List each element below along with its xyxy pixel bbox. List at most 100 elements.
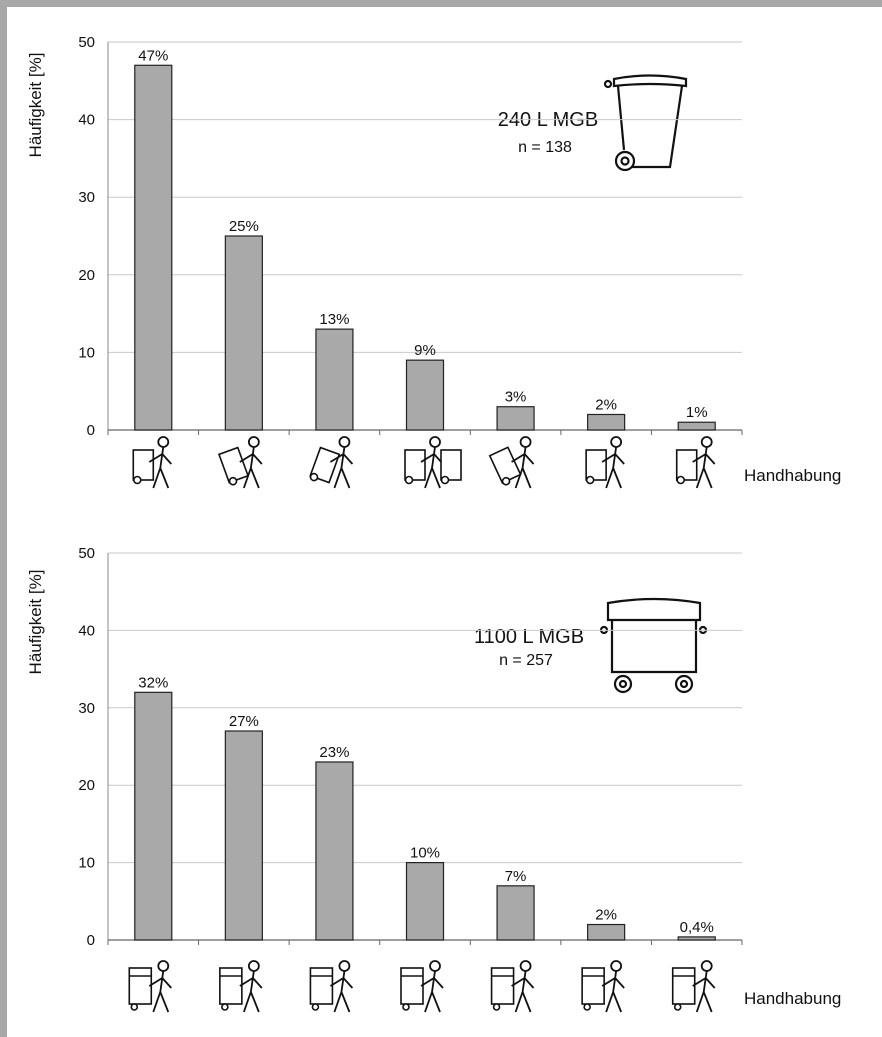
chart-1-data-label: 3%: [505, 389, 527, 406]
person-pulling-container-icon-person-body: [511, 970, 535, 1013]
person-pushing-container-icon-person-head: [247, 960, 260, 972]
chart-2-ytick-label: 50: [78, 545, 95, 562]
person-pulling-tilted-bin-icon-bin-wheel: [309, 472, 319, 482]
person-moving-two-bins-icon-bin2-wheel: [440, 475, 450, 485]
chart-2-ylabel: Häufigkeit [%]: [26, 570, 45, 675]
chart-1-subtitle: n = 138: [518, 139, 572, 156]
person-pulling-bin-icon-bin-wheel: [132, 475, 142, 485]
person-moving-two-bins-icon-bin-wheel: [404, 475, 414, 485]
person-pushing-tilted-bin-icon: [488, 436, 535, 489]
person-pushing-bin-icon-bin-body: [675, 449, 698, 481]
chart-2-data-label: 2%: [595, 907, 617, 924]
chart-1-plot: 0 10 20 30 40 50 47% 25% 13% 9% 3% 2% 1%: [78, 34, 743, 489]
chart-2-ytick-label: 0: [87, 932, 95, 949]
person-pushing-container-icon: [581, 960, 625, 1013]
person-pulling-tilted-bin-icon: [309, 436, 354, 489]
chart-1-bar: [587, 413, 626, 431]
chart-2-bar: [496, 885, 535, 941]
person-pushing-container-icon: [219, 960, 263, 1013]
person-moving-two-bins-icon-bin-body: [404, 449, 426, 481]
person-pulling-tilted-bin-icon-person-body: [329, 446, 354, 489]
person-pulling-tilted-bin-icon-bin-body: [309, 446, 341, 484]
chart-1-ytick-label: 10: [78, 344, 95, 361]
person-pulling-upright-bin-icon-bin-wheel: [585, 475, 595, 485]
chart-1-xlabel: Handhabung: [744, 466, 841, 485]
chart-1-bar: [134, 64, 173, 431]
person-moving-two-bins-icon-bin2-body: [440, 449, 462, 481]
person-pushing-container-icon-person-body: [601, 970, 625, 1013]
chart-1-bar: [224, 235, 263, 431]
chart-2-ytick-label: 30: [78, 700, 95, 717]
chart-1-bar: [315, 328, 354, 431]
chart-2-bar: [405, 861, 445, 941]
chart-2-data-label: 7%: [505, 868, 527, 885]
person-pushing-tilted-bin-icon-person-head: [519, 436, 532, 448]
person-pushing-container-icon-bin-wheel: [673, 1003, 682, 1011]
chart-1-data-label: 9%: [414, 342, 436, 359]
person-pulling-upright-bin-icon-person-head: [610, 436, 623, 448]
chart-2-ytick-label: 20: [78, 777, 95, 794]
chart-1-title-backdrop: [478, 100, 618, 160]
person-pushing-container-icon-bin-body: [671, 967, 696, 1005]
person-steering-container-icon-bin-body: [400, 967, 424, 1005]
person-pushing-bin-icon-bin-wheel: [676, 475, 686, 485]
person-pulling-container-icon-bin-body: [490, 967, 515, 1005]
chart-1-bar: [405, 359, 445, 431]
chart-2-data-label: 32%: [138, 674, 168, 691]
person-pushing-container-icon-bin-body: [219, 967, 243, 1005]
chart-1-data-label: 13%: [319, 311, 349, 328]
chart-2-subtitle: n = 257: [499, 652, 553, 669]
wheelie-bin-240-icon: [603, 72, 697, 172]
person-pulling-bin-icon: [132, 436, 172, 489]
person-steering-container-icon-person-body: [420, 970, 444, 1013]
person-moving-two-bins-icon-person-body: [420, 446, 444, 489]
person-pushing-container-icon-bin-wheel: [221, 1003, 229, 1011]
person-pushing-tilted-bin-icon-person-head: [247, 436, 260, 448]
person-moving-two-bins-icon-person-head: [429, 436, 441, 448]
chart-1-ytick-label: 50: [78, 34, 95, 51]
person-pulling-container-icon-bin-body: [128, 967, 153, 1005]
person-pushing-container-icon-person-body: [692, 970, 716, 1013]
person-pulling-container-icon-person-body: [148, 970, 172, 1013]
person-pulling-tilted-bin-icon-bin: [309, 446, 341, 484]
person-pulling-bin-icon-bin: [132, 449, 155, 485]
person-pushing-container-icon-person-head: [610, 960, 623, 972]
chart-2-ytick-label: 10: [78, 855, 95, 872]
person-pushing-bin-icon-person-body: [692, 446, 716, 489]
chart-2-title: 1100 L MGB: [474, 626, 584, 648]
person-pushing-tilted-bin-icon-bin: [488, 446, 522, 486]
chart-2-bar: [224, 730, 263, 941]
chart-1-ytick-label: 0: [87, 422, 95, 439]
chart-1-data-label: 25%: [229, 218, 259, 235]
chart-2-data-label: 0,4%: [680, 919, 714, 936]
person-pulling-container-icon-person-body: [329, 970, 354, 1013]
person-pushing-bin-icon: [675, 436, 716, 489]
person-pulling-upright-bin-icon-person-body: [601, 446, 625, 489]
person-pulling-bin-icon-bin-body: [132, 449, 155, 481]
person-steering-container-icon-person-head: [429, 960, 441, 972]
chart-2-bar: [315, 761, 354, 941]
person-pulling-bin-icon-person-body: [148, 446, 172, 489]
person-steering-container-icon-bin-wheel: [402, 1003, 410, 1011]
person-pulling-container-icon-person-head: [157, 960, 170, 972]
person-pulling-bin-icon-person-head: [157, 436, 170, 448]
person-pushing-tilted-bin-icon-person-body: [511, 446, 535, 489]
chart-1-ylabel: Häufigkeit [%]: [26, 53, 45, 158]
person-pulling-container-icon-bin-wheel: [130, 1003, 139, 1011]
person-pulling-container-icon-bin-wheel: [492, 1003, 501, 1011]
person-pushing-container-icon-person-head: [700, 960, 713, 972]
person-pulling-container-icon-person-head: [519, 960, 532, 972]
chart-2-bar: [587, 923, 626, 941]
chart-2-bar: [677, 936, 716, 941]
person-steering-container-icon: [400, 960, 444, 1013]
person-pulling-container-icon-bin-body: [309, 967, 334, 1005]
chart-2-plot: 0 10 20 30 40 50 32% 27% 23% 10% 7% 2% 0,4%: [78, 545, 743, 1013]
person-pulling-upright-bin-icon-bin: [585, 449, 607, 485]
person-pulling-container-icon: [490, 960, 535, 1013]
person-pushing-tilted-bin-icon-person-body: [239, 446, 263, 489]
person-pulling-container-icon-person-head: [338, 960, 351, 972]
person-pulling-container-icon: [309, 960, 354, 1013]
chart-2-data-label: 23%: [319, 744, 349, 761]
person-moving-two-bins-icon-bin2: [440, 449, 462, 485]
